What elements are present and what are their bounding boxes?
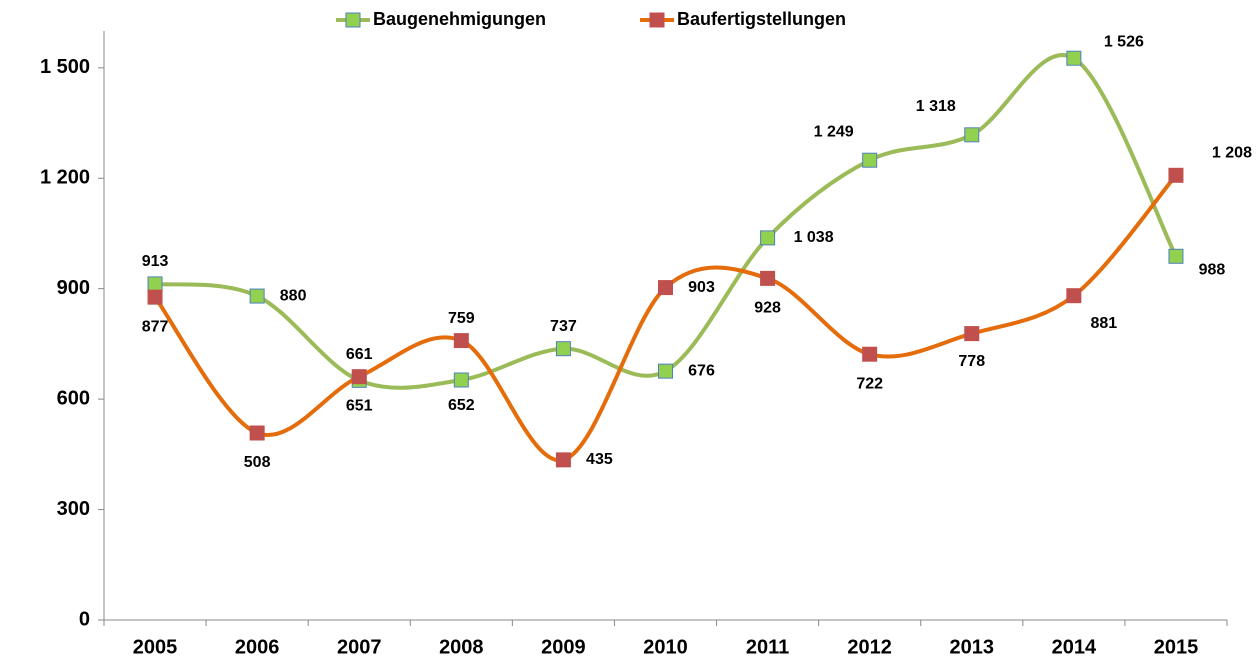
data-label: 988 bbox=[1199, 262, 1226, 279]
x-tick-label: 2008 bbox=[439, 636, 484, 658]
marker bbox=[555, 341, 571, 357]
marker bbox=[964, 127, 980, 143]
marker bbox=[658, 280, 673, 296]
x-tick-label: 2006 bbox=[235, 636, 280, 658]
data-label: 651 bbox=[346, 398, 373, 415]
y-tick-label: 1 500 bbox=[40, 56, 90, 78]
y-tick-label: 1 200 bbox=[40, 167, 90, 189]
data-label: 435 bbox=[586, 451, 613, 468]
data-label: 1 208 bbox=[1212, 145, 1252, 162]
marker bbox=[555, 452, 571, 468]
marker bbox=[1066, 288, 1082, 304]
series-line bbox=[154, 53, 1178, 390]
data-label: 877 bbox=[142, 318, 169, 335]
x-tick-label: 2005 bbox=[133, 636, 178, 658]
y-tick-label: 900 bbox=[57, 277, 90, 299]
data-label: 652 bbox=[448, 397, 475, 414]
marker bbox=[147, 289, 163, 305]
x-tick-label: 2007 bbox=[337, 636, 382, 658]
marker bbox=[453, 372, 469, 388]
marker bbox=[862, 346, 878, 362]
x-tick-label: 2009 bbox=[541, 636, 586, 658]
data-label: 661 bbox=[346, 346, 373, 363]
data-label: 1 318 bbox=[916, 98, 956, 115]
legend-marker bbox=[649, 12, 665, 28]
data-label: 1 249 bbox=[814, 123, 854, 140]
data-label: 1 526 bbox=[1104, 33, 1144, 50]
legend-marker bbox=[345, 12, 361, 28]
marker bbox=[249, 288, 265, 304]
x-tick-label: 2012 bbox=[847, 636, 892, 658]
x-tick-label: 2011 bbox=[746, 636, 789, 658]
data-label: 759 bbox=[448, 310, 475, 327]
data-label: 508 bbox=[244, 454, 271, 471]
marker bbox=[453, 333, 469, 349]
data-label: 676 bbox=[688, 362, 715, 379]
marker bbox=[862, 152, 878, 168]
data-label: 737 bbox=[550, 318, 577, 335]
data-label: 778 bbox=[958, 353, 985, 370]
data-label: 722 bbox=[856, 375, 883, 392]
data-label: 880 bbox=[280, 287, 307, 304]
marker bbox=[760, 230, 776, 246]
legend-label: Baufertigstellungen bbox=[677, 9, 846, 29]
y-tick-label: 600 bbox=[57, 387, 90, 409]
marker bbox=[1168, 167, 1184, 183]
marker bbox=[351, 369, 367, 385]
marker bbox=[1066, 50, 1082, 66]
data-label: 1 038 bbox=[794, 229, 834, 246]
marker bbox=[249, 425, 265, 441]
marker bbox=[760, 270, 776, 286]
marker bbox=[1168, 248, 1184, 264]
x-tick-label: 2010 bbox=[643, 636, 688, 658]
x-tick-label: 2014 bbox=[1052, 636, 1097, 658]
data-label: 928 bbox=[754, 300, 781, 317]
series-line bbox=[153, 174, 1178, 462]
marker bbox=[147, 276, 163, 292]
x-tick-label: 2013 bbox=[950, 636, 995, 658]
marker bbox=[964, 326, 980, 342]
data-label: 913 bbox=[142, 253, 169, 270]
data-label: 903 bbox=[688, 279, 715, 296]
legend-label: Baugenehmigungen bbox=[373, 9, 546, 29]
y-tick-label: 300 bbox=[57, 498, 90, 520]
data-label: 881 bbox=[1091, 315, 1118, 332]
y-tick-label: 0 bbox=[79, 608, 90, 630]
x-tick-label: 2015 bbox=[1154, 636, 1199, 658]
marker bbox=[658, 363, 673, 379]
